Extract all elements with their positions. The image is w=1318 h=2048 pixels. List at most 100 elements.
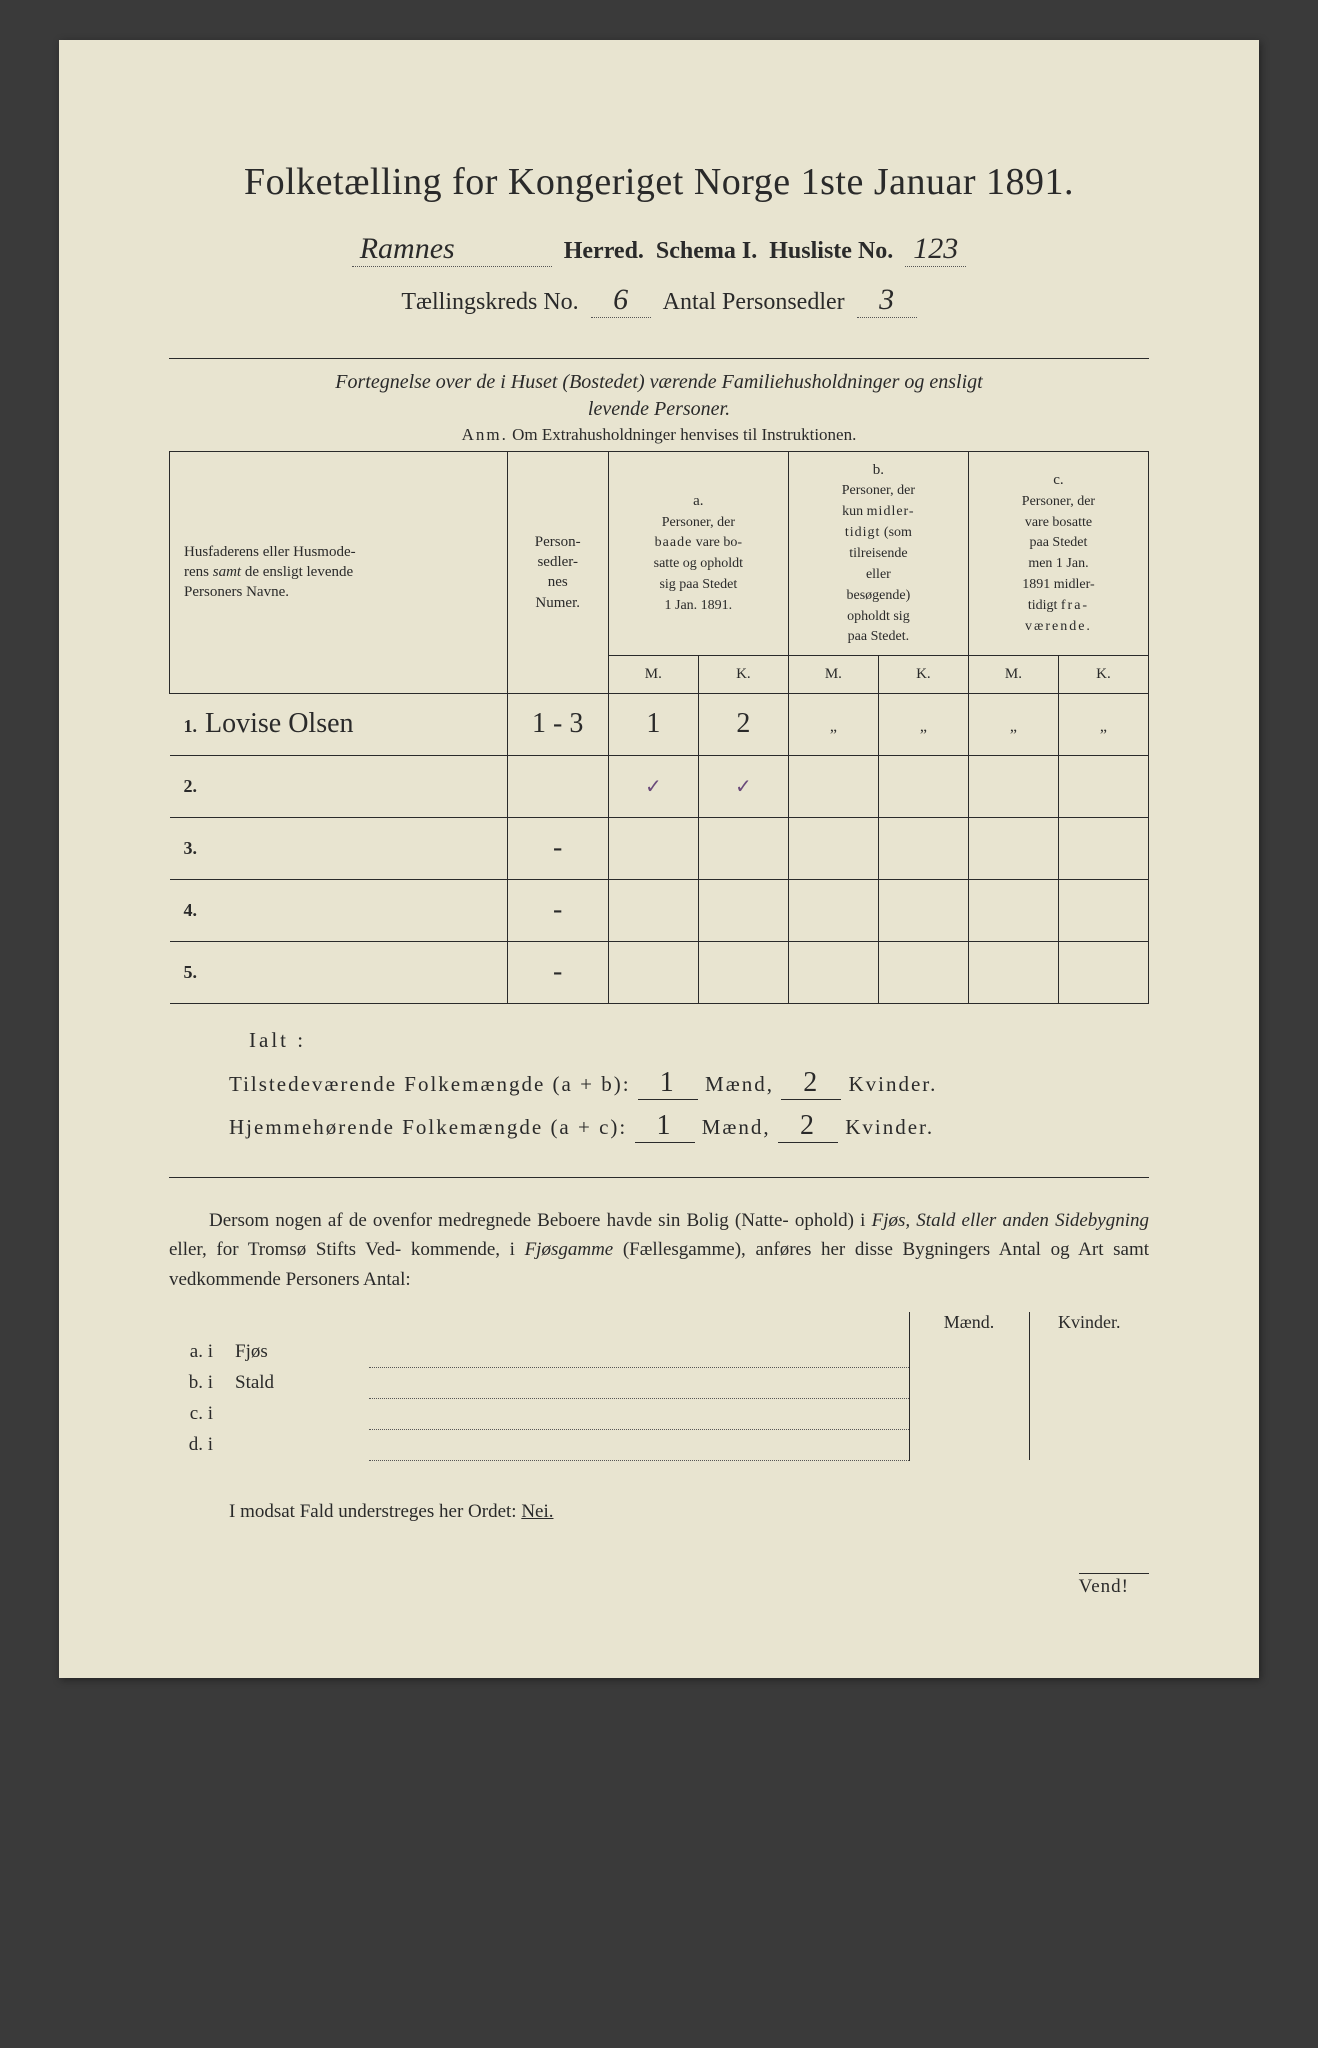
cell-c-m [968,817,1058,879]
gb1: Personer, der [842,483,915,498]
anm-text: Om Extrahusholdninger henvises til Instr… [512,425,856,444]
group-c-header: c. Personer, der vare bosatte paa Stedet… [968,452,1148,656]
building-row-k [1029,1367,1149,1398]
cn2: sedler- [537,554,578,570]
cn4: Numer. [535,595,580,611]
cell-b-k [878,941,968,1003]
gc: c. [1053,472,1063,488]
header-row-2: Tællingskreds No. 6 Antal Personsedler 3 [169,283,1149,318]
building-row-dots [369,1429,909,1460]
cell-a-k: 2 [698,693,788,755]
cell-c-k [1058,755,1148,817]
cell-c-m [968,879,1058,941]
cell-b-k [878,817,968,879]
kreds-value: 6 [591,283,651,318]
col-names-header: Husfaderens eller Husmode- rens samt de … [170,452,508,694]
cell-c-k [1058,817,1148,879]
final-note-text: I modsat Fald understreges her Ordet: [229,1501,521,1522]
gb2: kun midler- [842,504,914,519]
cell-a-k: ✓ [698,755,788,817]
table-row: 2.✓✓ [170,755,1149,817]
cell-a-m: ✓ [608,755,698,817]
p-t2i: Fjøs, Stald eller anden Sidebygning [872,1210,1149,1231]
ga: a. [693,493,703,509]
building-row-type [229,1398,369,1429]
col-nums-header: Person- sedler- nes Numer. [507,452,608,694]
gc5: 1891 midler- [1022,577,1094,592]
cell-c-m [968,755,1058,817]
building-row-label: c. i [169,1398,229,1429]
building-row-label: a. i [169,1337,229,1368]
row-name-cell: 1.Lovise Olsen [170,693,508,755]
gb7: opholdt sig [847,609,910,624]
persons-label: Antal Personsedler [663,289,845,316]
ga2: baade vare bo- [655,535,742,550]
table-row: 4.- [170,879,1149,941]
cell-c-k [1058,879,1148,941]
building-row: d. i [169,1429,1149,1460]
cell-c-m: „ [968,693,1058,755]
cell-a-m: 1 [608,693,698,755]
husliste-label: Husliste No. [769,238,893,265]
cell-a-m [608,941,698,1003]
col-names-1: Husfaderens eller Husmode- [184,544,356,560]
gc2: vare bosatte [1025,515,1092,530]
col-names-3: Personers Navne. [184,584,289,600]
section-note-line1: Fortegnelse over de i Huset (Bostedet) v… [169,371,1149,394]
building-row: a. iFjøs [169,1337,1149,1368]
building-row-label: d. i [169,1429,229,1460]
p-t5: (Fællesgamme), anføres her disse Bygning… [613,1239,1041,1260]
row-nums-cell: - [507,817,608,879]
group-a-header: a. Personer, der baade vare bo- satte og… [608,452,788,656]
group-b-header: b. Personer, der kun midler- tidigt (som… [788,452,968,656]
cell-b-m: „ [788,693,878,755]
building-row-dots [369,1367,909,1398]
main-table: Husfaderens eller Husmode- rens samt de … [169,451,1149,1004]
anm-label: Anm. [462,425,508,444]
small-kvinder-header: Kvinder. [1029,1312,1149,1337]
small-maend-header: Mænd. [909,1312,1029,1337]
mk-a-k: K. [698,656,788,693]
building-row-type: Stald [229,1367,369,1398]
row-nums-cell: - [507,941,608,1003]
kreds-label: Tællingskreds No. [401,289,578,316]
tr2-maend: Mænd, [702,1115,771,1139]
gb3: tidigt (som [845,525,912,540]
gb: b. [873,462,884,478]
building-row-m [909,1429,1029,1460]
header-row-1: Ramnes Herred. Schema I. Husliste No. 12… [169,232,1149,267]
cell-b-k [878,755,968,817]
building-row-type: Fjøs [229,1337,369,1368]
gb6: besøgende) [847,588,911,603]
cell-b-m [788,941,878,1003]
building-row-k [1029,1429,1149,1460]
cell-b-k: „ [878,693,968,755]
p-t2: ophold) i [795,1210,872,1231]
husliste-value: 123 [905,232,966,267]
row-nums-cell: - [507,879,608,941]
final-note: I modsat Fald understreges her Ordet: Ne… [229,1501,1149,1523]
building-row: c. i [169,1398,1149,1429]
building-row-m [909,1398,1029,1429]
persons-value: 3 [857,283,917,318]
ialt-label: Ialt : [249,1028,1149,1053]
row-name-cell: 4. [170,879,508,941]
tr1-k: 2 [781,1067,841,1100]
mk-a-m: M. [608,656,698,693]
p-t4: kommende, i [411,1239,525,1260]
cell-c-k: „ [1058,693,1148,755]
p-t4i: Fjøsgamme [525,1239,614,1260]
tr2-kvinder: Kvinder. [845,1115,934,1139]
building-row-k [1029,1398,1149,1429]
explanatory-paragraph: Dersom nogen af de ovenfor medregnede Be… [169,1206,1149,1294]
gc1: Personer, der [1022,494,1095,509]
cell-b-m [788,879,878,941]
cell-b-m [788,817,878,879]
table-row: 5.- [170,941,1149,1003]
census-form-page: Folketælling for Kongeriget Norge 1ste J… [59,40,1259,1678]
tr2-m: 1 [635,1110,695,1143]
building-row-m [909,1337,1029,1368]
herred-value: Ramnes [352,232,552,267]
section-note-line2: levende Personer. [169,398,1149,421]
mk-b-k: K. [878,656,968,693]
